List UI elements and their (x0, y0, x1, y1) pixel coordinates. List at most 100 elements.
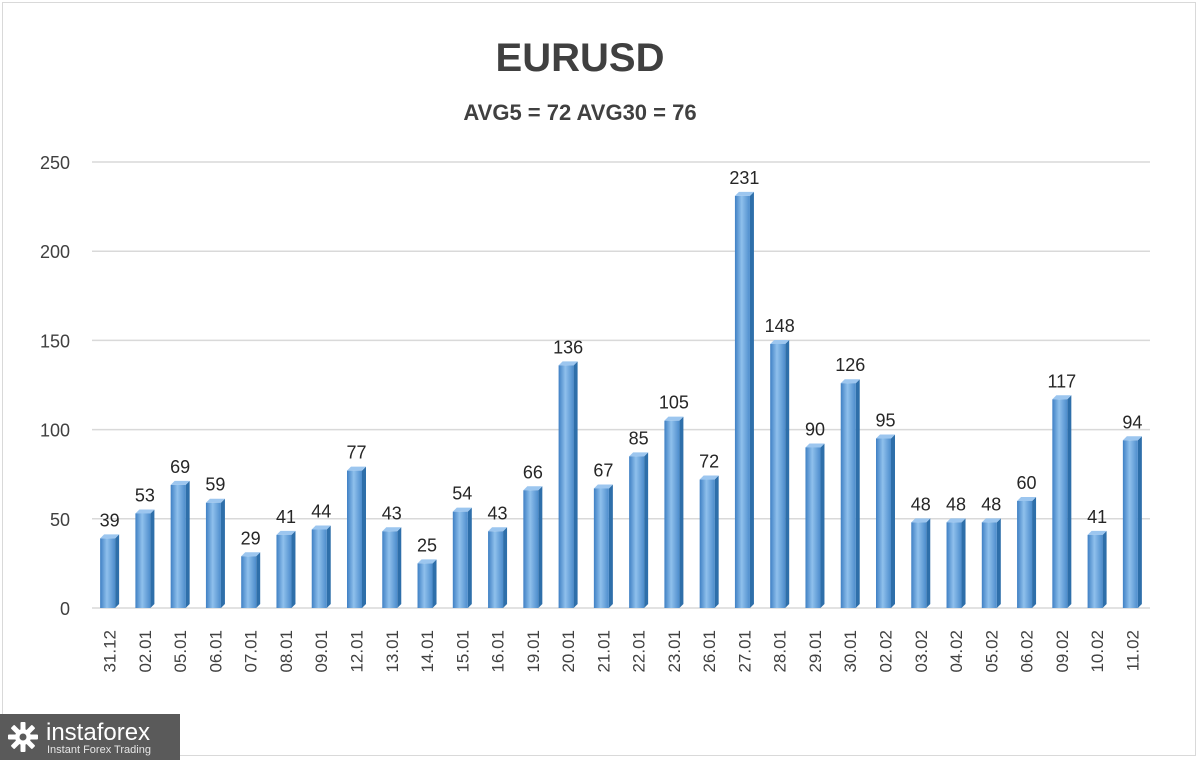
data-label: 59 (205, 475, 225, 495)
x-tick-label: 03.02 (912, 630, 931, 673)
data-label: 85 (629, 428, 649, 448)
bar (523, 486, 543, 608)
data-label: 39 (100, 510, 120, 530)
logo-name: instaforex (46, 719, 151, 746)
data-label: 60 (1017, 473, 1037, 493)
bar (311, 525, 331, 608)
bar (417, 559, 437, 608)
x-tick-label: 12.01 (348, 630, 367, 673)
chart-subtitle: AVG5 = 72 AVG30 = 76 (463, 100, 697, 125)
x-axis-ticks: 31.12 02.01 05.01 06.01 07.01 08.01 09.01 12.01… (101, 630, 1143, 673)
bar (1017, 496, 1037, 608)
bars (100, 191, 1142, 608)
x-tick-label: 19.01 (524, 630, 543, 673)
data-label: 48 (946, 494, 966, 514)
bar (170, 480, 190, 608)
x-tick-label: 15.01 (453, 630, 472, 673)
x-tick-label: 27.01 (735, 630, 754, 673)
x-tick-label: 02.01 (136, 630, 155, 673)
bar (699, 475, 719, 608)
data-label: 66 (523, 462, 543, 482)
data-label: 126 (835, 355, 865, 375)
bar (911, 518, 931, 608)
x-tick-label: 20.01 (559, 630, 578, 673)
bar (805, 443, 825, 608)
bar (347, 466, 366, 608)
data-label: 53 (135, 485, 155, 505)
x-tick-label: 22.01 (630, 630, 649, 673)
x-tick-label: 29.01 (806, 630, 825, 673)
x-tick-label: 09.01 (312, 630, 331, 673)
x-tick-label: 05.01 (171, 630, 190, 673)
y-tick-label: 150 (40, 331, 70, 351)
x-tick-label: 14.01 (418, 630, 437, 673)
y-tick-label: 50 (50, 510, 70, 530)
x-tick-label: 09.02 (1053, 630, 1072, 673)
data-label: 148 (765, 316, 795, 336)
x-tick-label: 04.02 (947, 630, 966, 673)
y-tick-label: 250 (40, 153, 70, 173)
bar (981, 518, 1001, 608)
y-tick-label: 200 (40, 242, 70, 262)
data-label: 72 (699, 452, 719, 472)
x-tick-label: 05.02 (982, 630, 1001, 673)
data-label: 43 (488, 503, 508, 523)
data-labels: 39 53 69 59 29 41 44 77 43 25 54 43 66 136 67 85 105 72 23… (100, 168, 1143, 556)
data-label: 29 (241, 528, 261, 548)
x-tick-label: 06.02 (1018, 630, 1037, 673)
data-label: 231 (729, 168, 759, 188)
bar (452, 507, 472, 608)
logo-tagline: Instant Forex Trading (47, 744, 151, 756)
bar (1087, 530, 1107, 608)
data-label: 44 (311, 502, 331, 522)
data-label: 95 (875, 411, 895, 431)
x-tick-label: 11.02 (1123, 630, 1142, 671)
instaforex-logo: instaforex Instant Forex Trading (0, 714, 180, 760)
x-tick-label: 08.01 (277, 630, 296, 673)
data-label: 48 (981, 494, 1001, 514)
x-tick-label: 21.01 (594, 630, 613, 673)
x-tick-label: 16.01 (489, 630, 508, 673)
x-tick-label: 23.01 (665, 630, 684, 673)
x-tick-label: 30.01 (841, 630, 860, 673)
x-tick-label: 06.01 (206, 630, 225, 673)
bar (276, 530, 296, 608)
x-tick-label: 02.02 (877, 630, 896, 673)
x-tick-label: 07.01 (242, 630, 261, 673)
bar (205, 498, 225, 608)
bar (100, 534, 120, 608)
bar (135, 509, 155, 608)
y-tick-label: 0 (60, 599, 70, 619)
bar (241, 552, 261, 608)
bar (734, 191, 754, 608)
data-label: 43 (382, 503, 402, 523)
data-label: 136 (553, 337, 583, 357)
bar (382, 527, 402, 608)
x-tick-label: 13.01 (383, 630, 402, 673)
data-label: 90 (805, 419, 825, 439)
bar (629, 452, 649, 608)
data-label: 117 (1047, 371, 1076, 391)
data-label: 41 (1087, 507, 1107, 527)
gridlines (92, 161, 1150, 609)
data-label: 41 (276, 507, 296, 527)
data-label: 25 (417, 535, 437, 555)
data-label: 67 (593, 460, 613, 480)
bar (558, 361, 578, 608)
bar (840, 379, 860, 608)
bar (664, 416, 684, 608)
bar (946, 518, 966, 608)
x-tick-label: 31.12 (101, 630, 120, 673)
bar (488, 527, 508, 608)
chart-title: EURUSD (495, 36, 665, 80)
bar (1052, 395, 1072, 608)
data-label: 54 (452, 484, 472, 504)
x-tick-label: 26.01 (700, 630, 719, 673)
data-label: 94 (1122, 412, 1142, 432)
bar (593, 484, 613, 608)
bar (770, 339, 790, 608)
bar (1122, 436, 1142, 608)
data-label: 77 (346, 443, 366, 463)
